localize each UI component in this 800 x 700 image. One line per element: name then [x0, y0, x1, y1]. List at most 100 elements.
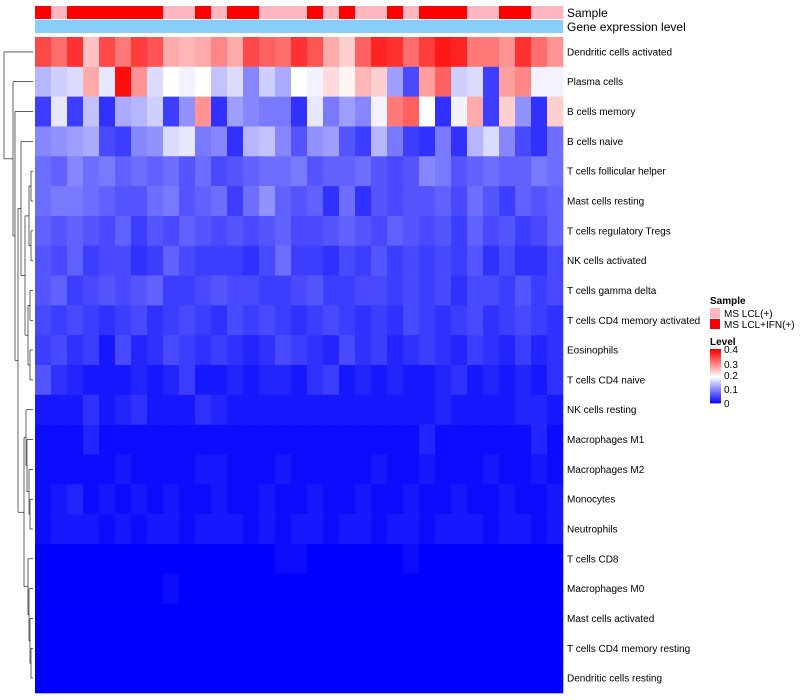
heatmap-cell	[419, 394, 436, 425]
heatmap-cell	[451, 335, 468, 366]
heatmap-cell	[371, 215, 388, 247]
heatmap-cell	[227, 156, 244, 187]
heatmap-cell	[451, 484, 468, 515]
heatmap-cell	[35, 543, 52, 575]
heatmap-cell	[275, 514, 292, 545]
heatmap-cell	[387, 663, 404, 694]
heatmap-cell	[451, 245, 468, 276]
heatmap-cell	[307, 275, 324, 306]
sample-annotation-cell	[499, 6, 516, 19]
heatmap-cell	[51, 126, 68, 157]
heatmap-cell	[323, 335, 340, 366]
heatmap-cell	[419, 573, 436, 604]
sample-annotation-cell	[323, 6, 340, 19]
heatmap-cell	[147, 633, 164, 664]
heatmap-cell	[419, 66, 436, 97]
heatmap-cell	[339, 335, 356, 366]
heatmap-cell	[467, 66, 484, 97]
heatmap-cell	[307, 335, 324, 366]
heatmap-cell	[211, 573, 228, 604]
heatmap-cell	[131, 424, 148, 455]
heatmap-cell	[371, 245, 388, 276]
heatmap-cell	[387, 126, 404, 157]
heatmap-cell	[51, 66, 68, 97]
heatmap-cell	[531, 245, 548, 276]
heatmap-cell	[451, 156, 468, 187]
heatmap-cell	[323, 37, 340, 68]
heatmap-cell	[211, 245, 228, 276]
heatmap-cell	[35, 126, 52, 157]
heatmap-cell	[483, 186, 500, 217]
heatmap-cell	[51, 573, 68, 604]
heatmap-cell	[83, 37, 100, 68]
heatmap-cell	[211, 37, 228, 68]
heatmap-cell	[147, 215, 164, 247]
heatmap-cell	[115, 573, 132, 604]
heatmap-cell	[83, 305, 100, 336]
heatmap-cell	[227, 126, 244, 157]
heatmap-cell	[483, 603, 500, 634]
heatmap-cell	[179, 215, 196, 247]
heatmap-cell	[179, 37, 196, 68]
heatmap-cell	[499, 573, 516, 604]
heatmap-cell	[323, 663, 340, 694]
heatmap-cell	[195, 186, 212, 217]
heatmap-cell	[259, 633, 276, 664]
heatmap-cell	[195, 424, 212, 455]
sample-annotation-cell	[531, 6, 548, 19]
level-colorbar-segment	[710, 354, 721, 357]
heatmap-cell	[403, 633, 420, 664]
heatmap-cell	[243, 215, 260, 247]
heatmap-cell	[435, 394, 452, 425]
heatmap-cell	[211, 543, 228, 575]
heatmap-cell	[67, 514, 84, 545]
level-colorbar-segment	[710, 401, 721, 404]
heatmap-cell	[83, 394, 100, 425]
heatmap-cell	[131, 633, 148, 664]
heatmap-cell	[131, 215, 148, 247]
heatmap-cell	[259, 37, 276, 68]
heatmap-cell	[243, 275, 260, 306]
heatmap-cell	[291, 633, 308, 664]
heatmap-cell	[547, 37, 564, 68]
heatmap-cell	[115, 37, 132, 68]
heatmap-cell	[323, 126, 340, 157]
heatmap-cell	[307, 215, 324, 247]
heatmap-cell	[467, 424, 484, 455]
heatmap-cell	[323, 66, 340, 97]
level-colorbar-segment	[710, 385, 721, 388]
heatmap-cell	[99, 275, 116, 306]
heatmap-cell	[131, 186, 148, 217]
heatmap-cell	[227, 543, 244, 575]
heatmap-cell	[531, 603, 548, 634]
heatmap-cell	[355, 424, 372, 455]
heatmap-cell	[163, 394, 180, 425]
heatmap-cell	[291, 215, 308, 247]
heatmap-cell	[435, 543, 452, 575]
row-label: T cells regulatory Tregs	[567, 226, 671, 237]
heatmap-cell	[339, 156, 356, 187]
heatmap-cell	[163, 365, 180, 396]
sample-legend-title: Sample	[710, 296, 746, 307]
heatmap-cell	[403, 335, 420, 366]
heatmap-cell	[83, 603, 100, 634]
heatmap-cell	[483, 335, 500, 366]
heatmap-cell	[451, 514, 468, 545]
sample-annotation-cell	[147, 6, 164, 19]
heatmap-cell	[403, 96, 420, 127]
heatmap-cell	[339, 633, 356, 664]
heatmap-cell	[483, 37, 500, 68]
heatmap-cell	[531, 514, 548, 545]
row-label: T cells CD4 memory resting	[567, 644, 690, 655]
heatmap-cell	[371, 305, 388, 336]
heatmap-cell	[259, 365, 276, 396]
heatmap-cell	[531, 424, 548, 455]
heatmap-cell	[451, 394, 468, 425]
heatmap-cell	[419, 663, 436, 694]
heatmap-cell	[51, 454, 68, 485]
heatmap-cell	[115, 514, 132, 545]
annotation-bars: Sample Gene expression level	[35, 6, 686, 34]
heatmap-cell	[291, 394, 308, 425]
heatmap-cell	[387, 543, 404, 575]
